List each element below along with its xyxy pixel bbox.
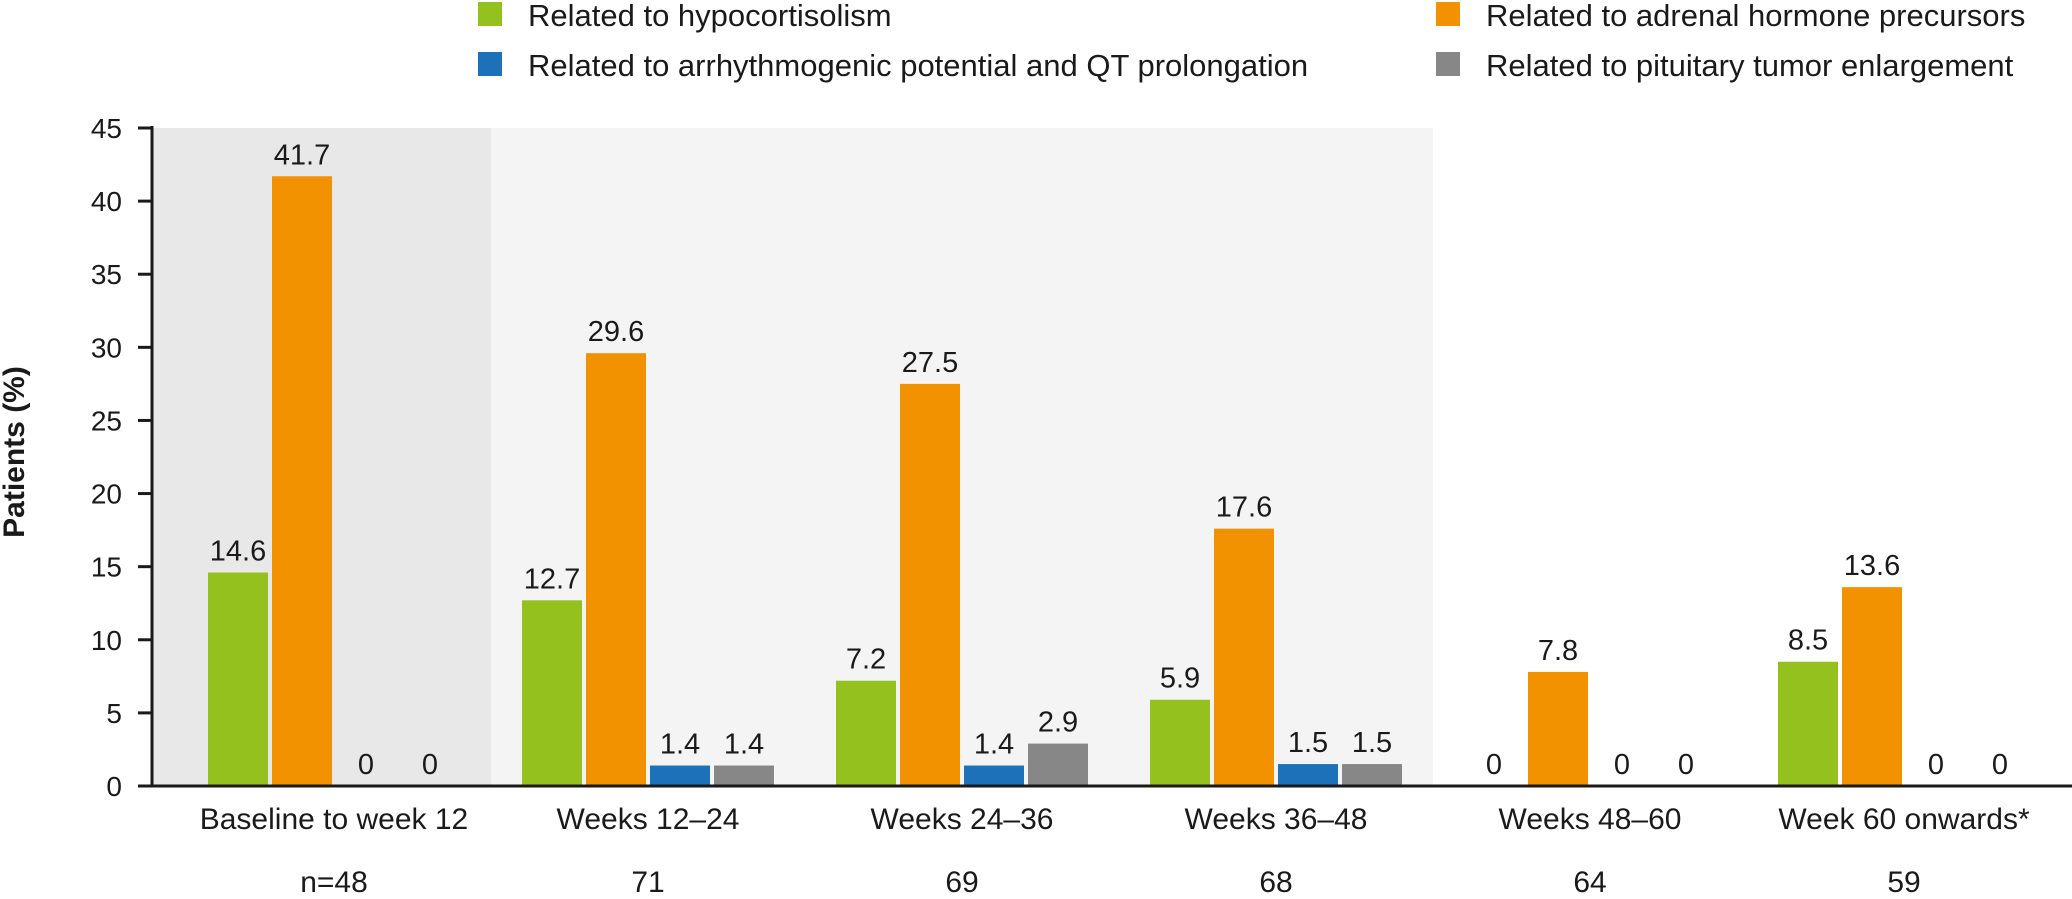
data-label: 8.5 [1788,625,1828,657]
data-label: 1.5 [1288,727,1328,759]
x-category-label: Week 60 onwards* [1778,803,2030,836]
bar [1778,661,1838,786]
data-label: 1.4 [724,729,764,761]
data-label: 2.9 [1038,707,1078,739]
x-category-label: Weeks 24–36 [871,803,1054,836]
data-label: 1.4 [974,729,1014,761]
bar [586,353,646,786]
y-axis-label: Patients (%) [0,366,31,538]
n-label: n=48 [300,866,368,899]
bar [522,600,582,786]
data-label: 12.7 [524,563,580,595]
data-label: 0 [1928,749,1944,781]
bar [1150,699,1210,786]
legend-label: Related to hypocortisolism [528,0,892,33]
y-tick-label: 45 [91,113,122,144]
data-label: 1.4 [660,729,700,761]
data-label: 17.6 [1216,492,1272,524]
y-tick-label: 30 [91,332,122,363]
n-label: 64 [1573,866,1606,899]
bar [900,383,960,786]
legend-swatch [1436,52,1460,76]
data-label: 0 [1614,749,1630,781]
data-label: 41.7 [274,139,330,171]
y-tick-label: 0 [106,771,122,802]
x-category-label: Weeks 12–24 [557,803,740,836]
y-tick-label: 25 [91,405,122,436]
data-label: 7.2 [846,644,886,676]
bars [208,176,1902,787]
data-label: 0 [1992,749,2008,781]
n-label: 71 [631,866,664,899]
legend-label: Related to adrenal hormone precursors [1486,0,2025,33]
y-tick-label: 15 [91,552,122,583]
legend-swatch [1436,2,1460,26]
y-tick-label: 5 [106,698,122,729]
data-label: 7.8 [1538,635,1578,667]
n-label: 59 [1887,866,1920,899]
bar [208,572,268,786]
n-label: 68 [1259,866,1292,899]
y-tick-label: 40 [91,186,122,217]
x-category-label: Baseline to week 12 [200,803,469,836]
data-label: 1.5 [1352,727,1392,759]
bar [1278,764,1338,786]
legend-label: Related to arrhythmogenic potential and … [528,48,1308,83]
y-tick-label: 20 [91,479,122,510]
legend-swatch [478,2,502,26]
data-label: 0 [1678,749,1694,781]
legend-swatch [478,52,502,76]
bar [714,765,774,786]
x-category-label: Weeks 36–48 [1185,803,1368,836]
data-label: 29.6 [588,316,644,348]
bar [1528,671,1588,786]
data-label: 13.6 [1844,550,1900,582]
bar [650,765,710,786]
legend: Related to hypocortisolism Related to adr… [478,0,2025,83]
bar [272,176,332,787]
bar [1342,764,1402,786]
shaded-region [491,128,1433,786]
data-labels: 14.6 12.7 7.2 5.9 0 8.5 41.7 29.6 27.5 17.6 7.8 13.… [210,139,2008,781]
data-label: 0 [358,749,374,781]
n-label: 69 [945,866,978,899]
axes: 0 5 10 15 20 25 30 35 40 45 Baseline to week 12 n=4… [91,113,2072,899]
data-label: 0 [1486,749,1502,781]
y-tick-label: 35 [91,259,122,290]
bar [836,680,896,786]
data-label: 14.6 [210,536,266,568]
data-label: 27.5 [902,347,958,379]
data-label: 5.9 [1160,663,1200,695]
bar [1028,743,1088,786]
x-category-label: Weeks 48–60 [1499,803,1682,836]
data-label: 0 [422,749,438,781]
bar [1842,587,1902,786]
bar [964,765,1024,786]
bar [1214,528,1274,786]
legend-label: Related to pituitary tumor enlargement [1486,48,2014,83]
y-tick-label: 10 [91,625,122,656]
